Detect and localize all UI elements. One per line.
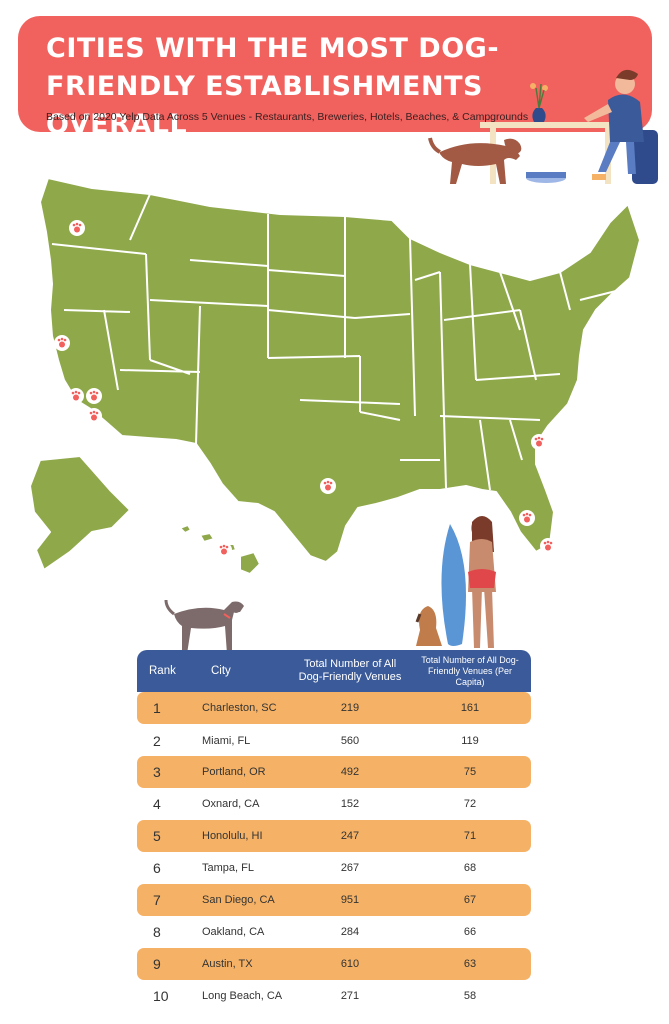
- header-per-capita: Total Number of All Dog-Friendly Venues …: [421, 654, 519, 687]
- row-city: Austin, TX: [202, 958, 253, 970]
- row-per-capita: 68: [463, 862, 477, 874]
- header-rank: Rank: [149, 664, 176, 677]
- row-total: 267: [340, 862, 360, 874]
- row-rank: 3: [153, 764, 161, 780]
- row-rank: 1: [153, 700, 161, 716]
- row-per-capita: 67: [463, 894, 477, 906]
- table-row: 9 Austin, TX 610 63: [137, 948, 531, 980]
- us-map: [0, 160, 669, 600]
- row-rank: 6: [153, 860, 161, 876]
- paw-markers: [54, 220, 556, 558]
- row-rank: 2: [153, 733, 161, 749]
- dogs-and-surfer-illustration: [164, 516, 496, 654]
- page-title: Cities With the Most Dog-Friendly Establ…: [46, 33, 500, 140]
- table-row: 4 Oxnard, CA 152 72: [137, 788, 531, 820]
- row-per-capita: 119: [461, 735, 479, 747]
- row-per-capita: 63: [463, 958, 477, 970]
- table-row: 6 Tampa, FL 267 68: [137, 852, 531, 884]
- table-row: 2 Miami, FL 560 119: [137, 725, 531, 757]
- row-rank: 8: [153, 924, 161, 940]
- row-total: 492: [340, 766, 360, 778]
- row-city: Portland, OR: [202, 766, 266, 778]
- us-map-graphic: [29, 177, 641, 575]
- row-city: Oxnard, CA: [202, 798, 260, 810]
- row-city: Tampa, FL: [202, 862, 254, 874]
- row-city: Charleston, SC: [202, 702, 277, 714]
- paw-marker-icon: [531, 434, 547, 450]
- row-total: 560: [340, 735, 360, 747]
- header-city: City: [211, 664, 231, 677]
- row-total: 271: [340, 990, 360, 1002]
- row-city: Oakland, CA: [202, 926, 265, 938]
- row-total: 219: [340, 702, 360, 714]
- row-total: 951: [340, 894, 360, 906]
- paw-marker-icon: [540, 538, 556, 554]
- table-header: Rank City Total Number of All Dog-Friend…: [137, 650, 531, 692]
- row-total: 610: [340, 958, 360, 970]
- row-city: San Diego, CA: [202, 894, 275, 906]
- row-per-capita: 75: [463, 766, 477, 778]
- paw-marker-icon: [519, 510, 535, 526]
- paw-marker-icon: [320, 478, 336, 494]
- page-subtitle: Based on 2020 Yelp Data Across 5 Venues …: [46, 111, 529, 123]
- row-rank: 4: [153, 796, 161, 812]
- title-banner: Cities With the Most Dog-Friendly Establ…: [18, 16, 652, 140]
- row-rank: 5: [153, 828, 161, 844]
- row-rank: 10: [153, 988, 169, 1004]
- header-total-venues: Total Number of All Dog-Friendly Venues: [298, 658, 402, 683]
- table-row: 1 Charleston, SC 219 161: [137, 692, 531, 724]
- row-per-capita: 58: [463, 990, 477, 1002]
- row-rank: 9: [153, 956, 161, 972]
- row-per-capita: 161: [460, 702, 480, 714]
- row-city: Honolulu, HI: [202, 830, 263, 842]
- table-row: 8 Oakland, CA 284 66: [137, 916, 531, 948]
- row-total: 152: [340, 798, 360, 810]
- row-city: Miami, FL: [202, 735, 251, 747]
- table-row: 10 Long Beach, CA 271 58: [137, 980, 531, 1012]
- row-per-capita: 71: [463, 830, 477, 842]
- sitting-dog-icon: [415, 606, 442, 646]
- row-per-capita: 66: [463, 926, 477, 938]
- row-total: 247: [340, 830, 360, 842]
- rankings-table: Rank City Total Number of All Dog-Friend…: [137, 650, 531, 1004]
- paw-marker-icon: [86, 408, 102, 424]
- table-row: 7 San Diego, CA 951 67: [137, 884, 531, 916]
- row-per-capita: 72: [463, 798, 477, 810]
- row-rank: 7: [153, 892, 161, 908]
- table-row: 5 Honolulu, HI 247 71: [137, 820, 531, 852]
- paw-marker-icon: [68, 388, 84, 404]
- paw-marker-icon: [86, 388, 102, 404]
- paw-marker-icon: [69, 220, 85, 236]
- paw-marker-icon: [216, 542, 232, 558]
- person-with-dog-illustration: [428, 69, 658, 184]
- row-city: Long Beach, CA: [202, 990, 283, 1002]
- standing-dog-icon: [164, 599, 244, 654]
- row-total: 284: [340, 926, 360, 938]
- paw-marker-icon: [54, 335, 70, 351]
- table-row: 3 Portland, OR 492 75: [137, 756, 531, 788]
